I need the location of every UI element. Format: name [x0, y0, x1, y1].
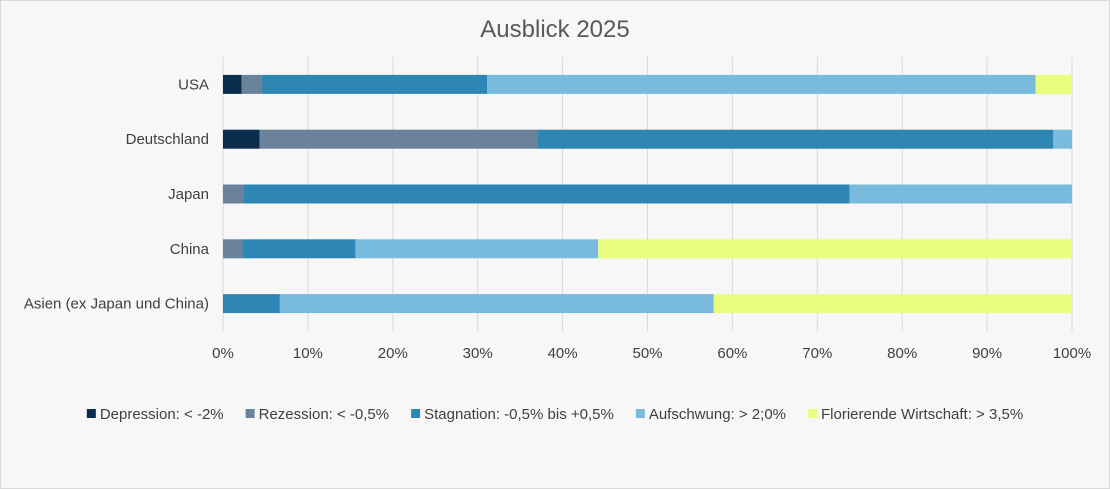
bar-segment: [1053, 129, 1072, 149]
legend-label: Florierende Wirtschaft: > 3,5%: [821, 406, 1023, 423]
bar-segment: [537, 129, 1054, 149]
bar-segment: [241, 74, 262, 94]
x-tick-label: 100%: [1053, 345, 1091, 362]
bar-segment: [223, 294, 280, 314]
bar-segment: [223, 239, 243, 259]
x-tick-label: 40%: [548, 345, 578, 362]
bar-segment: [243, 184, 850, 204]
legend-swatch: [86, 409, 96, 418]
legend-item: Depression: < -2%: [86, 406, 224, 423]
bar-segment: [849, 184, 1072, 204]
x-tick-label: 80%: [887, 345, 917, 362]
legend-item: Florierende Wirtschaft: > 3,5%: [808, 406, 1023, 423]
category-label: China: [170, 241, 210, 258]
x-tick-label: 0%: [212, 345, 234, 362]
bar-segment: [355, 239, 599, 259]
legend-swatch: [245, 409, 255, 418]
legend-label: Aufschwung: > 2;0%: [649, 406, 786, 423]
bar-segment: [598, 239, 1072, 259]
category-label: Japan: [168, 186, 209, 203]
bars: [223, 74, 1072, 314]
legend-item: Aufschwung: > 2;0%: [635, 406, 786, 423]
legend-label: Rezession: < -0,5%: [259, 406, 389, 423]
bar-segment: [1035, 74, 1072, 94]
legend-item: Rezession: < -0,5%: [245, 406, 389, 423]
legend-item: Stagnation: -0,5% bis +0,5%: [411, 406, 614, 423]
chart-title: Ausblick 2025: [480, 16, 629, 43]
bar-segment: [487, 74, 1036, 94]
legend: Depression: < -2% Rezession: < -0,5% Stagn…: [86, 406, 1023, 423]
x-tick-label: 50%: [632, 345, 662, 362]
legend-swatch: [808, 409, 818, 418]
category-label: Asien (ex Japan und China): [24, 296, 209, 313]
bar-segment: [261, 74, 488, 94]
legend-swatch: [411, 409, 421, 418]
x-tick-label: 60%: [717, 345, 747, 362]
bar-segment: [223, 184, 244, 204]
x-tick-label: 90%: [972, 345, 1002, 362]
category-label: USA: [178, 76, 209, 93]
bar-segment: [223, 129, 260, 149]
x-tick-label: 70%: [802, 345, 832, 362]
x-tick-label: 30%: [463, 345, 493, 362]
x-tick-label: 20%: [378, 345, 408, 362]
legend-label: Depression: < -2%: [100, 406, 224, 423]
bar-segment: [242, 239, 356, 259]
category-labels: USA Deutschland Japan China Asien (ex Japan …: [24, 76, 210, 312]
bar-segment: [259, 129, 538, 149]
x-tick-labels: 0% 10% 20% 30% 40% 50% 60% 70% 80% 90% 100%: [212, 345, 1091, 362]
x-tick-label: 10%: [293, 345, 323, 362]
legend-swatch: [635, 409, 645, 418]
legend-label: Stagnation: -0,5% bis +0,5%: [424, 406, 614, 423]
category-label: Deutschland: [126, 131, 209, 148]
bar-segment: [713, 294, 1072, 314]
bar-segment: [279, 294, 714, 314]
bar-segment: [223, 74, 242, 94]
